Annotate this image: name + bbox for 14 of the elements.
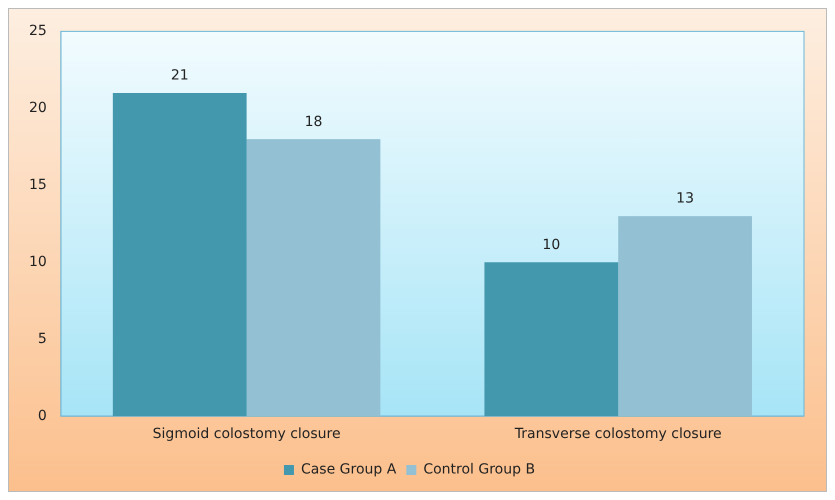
y-tick-label: 25 <box>28 23 47 40</box>
y-tick-label: 5 <box>38 330 47 347</box>
y-tick-label: 0 <box>38 408 47 424</box>
data-label: 10 <box>542 236 560 253</box>
data-label: 18 <box>304 114 322 130</box>
y-tick-label: 15 <box>28 176 47 193</box>
legend-label: Case Group A <box>300 462 397 478</box>
data-label: 21 <box>170 68 189 84</box>
x-tick-label: Transverse colostomy closure <box>514 426 722 442</box>
legend-label: Control Group B <box>423 462 536 478</box>
x-tick-label: Sigmoid colostomy closure <box>152 426 341 442</box>
data-label: 13 <box>676 190 694 207</box>
y-tick-label: 20 <box>28 100 47 116</box>
y-tick-label: 10 <box>28 254 47 270</box>
